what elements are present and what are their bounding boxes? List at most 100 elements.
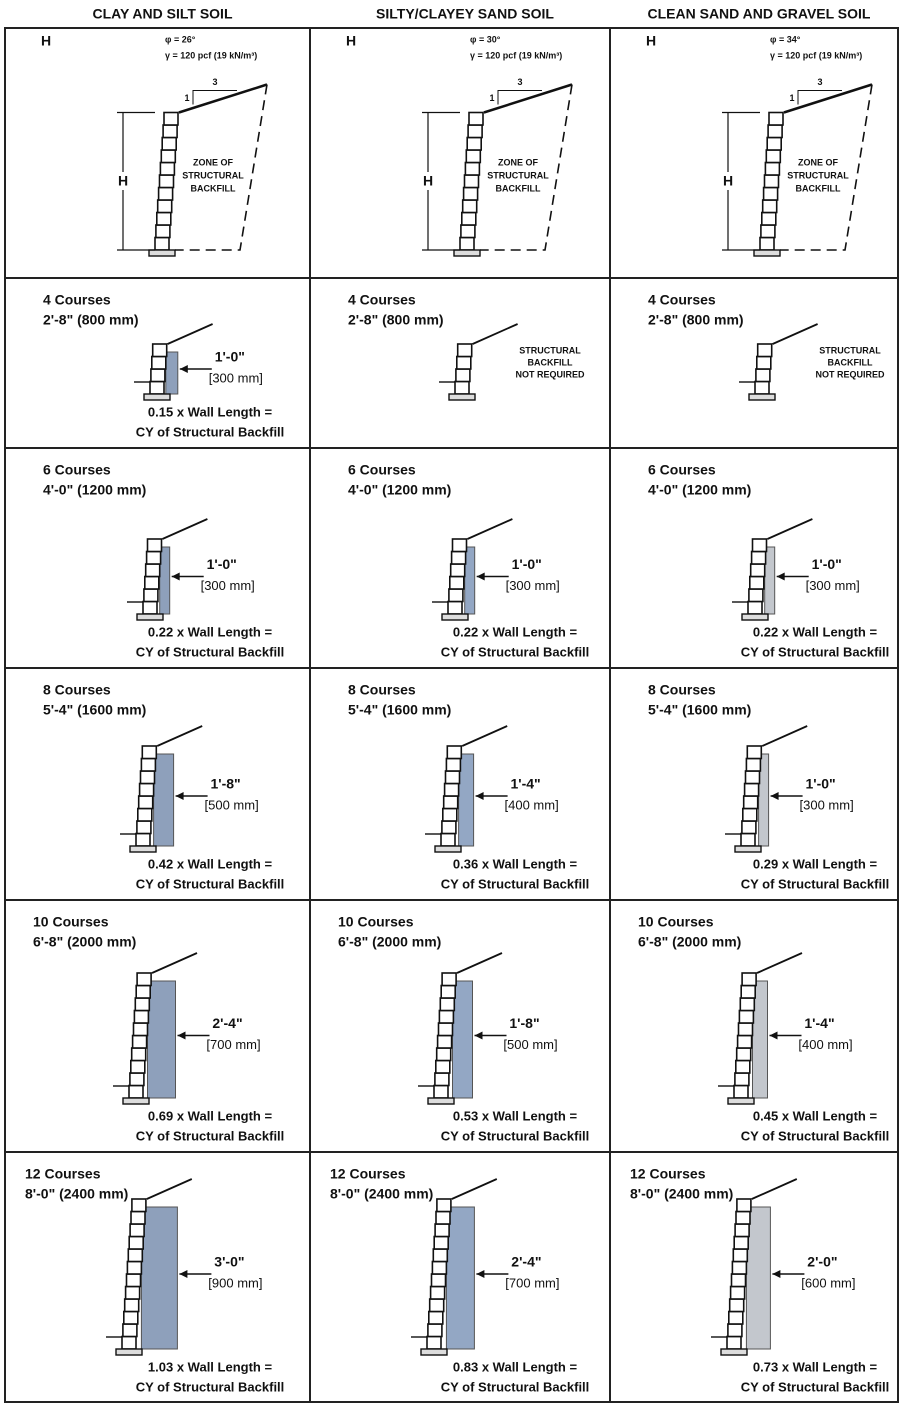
wall-block [437, 1048, 451, 1061]
backfill-width-metric: [700 mm] [206, 1037, 260, 1052]
friction-angle: φ = 30° [470, 34, 501, 44]
wall-block [746, 759, 760, 772]
wall-block [732, 1274, 746, 1287]
backfill-width-metric: [300 mm] [806, 578, 860, 593]
backfill-width-metric: [300 mm] [800, 797, 854, 812]
course-count: 12 Courses [630, 1166, 706, 1182]
wall-block [742, 973, 756, 986]
wall-block [136, 986, 150, 999]
arrow-head [770, 1032, 778, 1040]
quantity-unit: CY of Structural Backfill [741, 1379, 890, 1394]
wall-block [733, 1249, 747, 1262]
header-wall-block [160, 163, 174, 176]
quantity-unit: CY of Structural Backfill [136, 644, 285, 659]
corner-label: H [41, 33, 51, 49]
wall-block [434, 1086, 448, 1099]
wall-block [737, 1048, 751, 1061]
header-wall-block [160, 175, 174, 188]
wall-footing [742, 614, 768, 620]
column-title: SILTY/CLAYEY SAND SOIL [376, 6, 554, 22]
height-label: H [423, 173, 433, 189]
height-label: H [118, 173, 128, 189]
corner-label: H [646, 33, 656, 49]
quantity-unit: CY of Structural Backfill [136, 1128, 285, 1143]
wall-block [428, 1324, 442, 1337]
header-wall-block [162, 138, 176, 151]
wall-block [127, 1262, 141, 1275]
header-wall-block [765, 175, 779, 188]
wall-height: 6'-8" (2000 mm) [338, 934, 441, 950]
wall-height: 6'-8" (2000 mm) [638, 934, 741, 950]
zone-label: ZONE OF [193, 157, 234, 167]
wall-block [738, 1036, 752, 1049]
backfill-quantity: 0.22 x Wall Length = [453, 624, 578, 639]
wall-block [734, 1237, 748, 1250]
wall-block [122, 1337, 136, 1350]
wall-block [137, 973, 151, 986]
not-required-note: STRUCTURAL [819, 345, 881, 355]
course-count: 10 Courses [33, 914, 109, 930]
wall-block [439, 1023, 453, 1036]
quantity-unit: CY of Structural Backfill [441, 1128, 590, 1143]
backslope [147, 1179, 192, 1199]
arrow-head [477, 573, 485, 581]
quantity-unit: CY of Structural Backfill [741, 876, 890, 891]
wall-block [145, 577, 159, 590]
zone-label: BACKFILL [191, 183, 236, 193]
wall-footing [137, 614, 163, 620]
backfill-width: 1'-0" [207, 556, 237, 572]
corner-label: H [346, 33, 356, 49]
header-wall-block [164, 113, 178, 126]
backslope [168, 324, 213, 344]
wall-block [434, 1237, 448, 1250]
structural-backfill [141, 1207, 177, 1349]
wall-block [152, 357, 166, 370]
not-required-note: STRUCTURAL [519, 345, 581, 355]
quantity-unit: CY of Structural Backfill [441, 876, 590, 891]
backfill-quantity: 0.53 x Wall Length = [453, 1108, 578, 1123]
not-required-note: BACKFILL [828, 357, 873, 367]
wall-block [141, 759, 155, 772]
wall-block [736, 1061, 750, 1074]
backfill-quantity: 0.69 x Wall Length = [148, 1108, 273, 1123]
wall-height: 6'-8" (2000 mm) [33, 934, 136, 950]
header-wall-block [156, 225, 170, 238]
slope-run: 3 [517, 77, 522, 87]
unit-weight: γ = 120 pcf (19 kN/m³) [165, 50, 257, 60]
wall-block [128, 1249, 142, 1262]
arrow-head [772, 1270, 780, 1278]
header-wall-block [157, 213, 171, 226]
backfill-width: 1'-0" [805, 776, 835, 792]
not-required-note: BACKFILL [528, 357, 573, 367]
quantity-unit: CY of Structural Backfill [136, 1379, 285, 1394]
backfill-width-metric: [600 mm] [801, 1275, 855, 1290]
backfill-width-metric: [300 mm] [506, 578, 560, 593]
quantity-unit: CY of Structural Backfill [441, 644, 590, 659]
wall-block [449, 589, 463, 602]
wall-block [458, 344, 472, 357]
backfill-width: 1'-8" [210, 776, 240, 792]
header-wall-block [467, 138, 481, 151]
backfill-quantity: 0.42 x Wall Length = [148, 856, 273, 871]
wall-block [125, 1299, 139, 1312]
backslope [152, 953, 197, 973]
wall-block [131, 1061, 145, 1074]
wall-block [751, 564, 765, 577]
header-wall-block [461, 225, 475, 238]
backfill-width: 1'-8" [509, 1015, 539, 1031]
wall-block [147, 552, 161, 565]
wall-block [748, 602, 762, 615]
wall-footing [435, 846, 461, 852]
unit-weight: γ = 120 pcf (19 kN/m³) [470, 50, 562, 60]
header-wall-block [161, 150, 175, 163]
wall-block [137, 821, 151, 834]
quantity-unit: CY of Structural Backfill [741, 1128, 890, 1143]
slope-run: 3 [212, 77, 217, 87]
header-wall-block [764, 188, 778, 201]
wall-height: 5'-4" (1600 mm) [43, 702, 146, 718]
header-wall-block [769, 113, 783, 126]
header-wall-block [763, 200, 777, 213]
backfill-quantity: 0.36 x Wall Length = [453, 856, 578, 871]
not-required-note: NOT REQUIRED [815, 369, 885, 379]
zone-label: STRUCTURAL [787, 170, 849, 180]
